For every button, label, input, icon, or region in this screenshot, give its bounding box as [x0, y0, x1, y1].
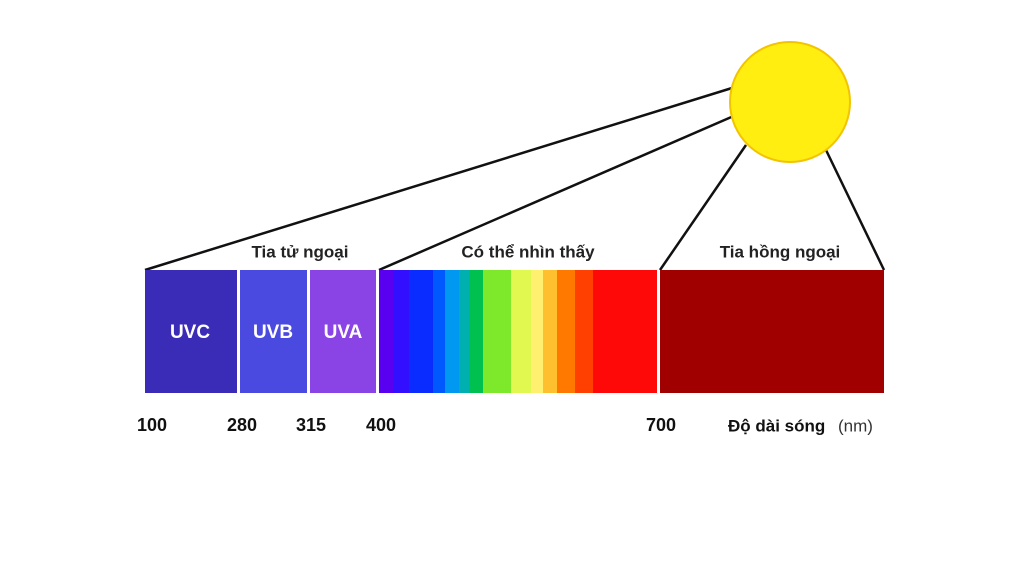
strip: [483, 270, 511, 393]
axis-unit: (nm): [838, 416, 873, 435]
strip: [393, 270, 409, 393]
strip: [543, 270, 557, 393]
wavelength-label: 700: [646, 415, 676, 435]
strip: [459, 270, 469, 393]
uvb-block: [240, 270, 307, 393]
strip: [409, 270, 433, 393]
sun-rays: [144, 86, 886, 272]
region-label: Tia hồng ngoại: [720, 242, 841, 261]
uva-block: [310, 270, 376, 393]
strip: [557, 270, 575, 393]
band-label: UVC: [170, 322, 210, 343]
strip: [531, 270, 543, 393]
ray: [378, 113, 737, 272]
region-label: Tia tử ngoại: [251, 242, 348, 261]
region-label: Có thể nhìn thấy: [461, 242, 595, 261]
infrared-block: [660, 270, 884, 393]
strip: [469, 270, 483, 393]
wavelength-label: 100: [137, 415, 167, 435]
wavelength-label: 280: [227, 415, 257, 435]
sun: [729, 41, 851, 163]
uvc-block: [145, 270, 237, 393]
wavelength-label: 400: [366, 415, 396, 435]
ray: [658, 144, 748, 271]
ray: [824, 149, 886, 271]
ray: [144, 86, 733, 272]
strip: [593, 270, 657, 393]
strip: [575, 270, 593, 393]
visible-spectrum: [379, 270, 657, 393]
strip: [433, 270, 445, 393]
wavelength-label: 315: [296, 415, 326, 435]
axis-label: Độ dài sóng: [728, 416, 825, 435]
strip: [445, 270, 459, 393]
band-label: UVB: [253, 322, 293, 343]
strip: [379, 270, 393, 393]
band-label: UVA: [324, 322, 363, 343]
strip: [511, 270, 531, 393]
